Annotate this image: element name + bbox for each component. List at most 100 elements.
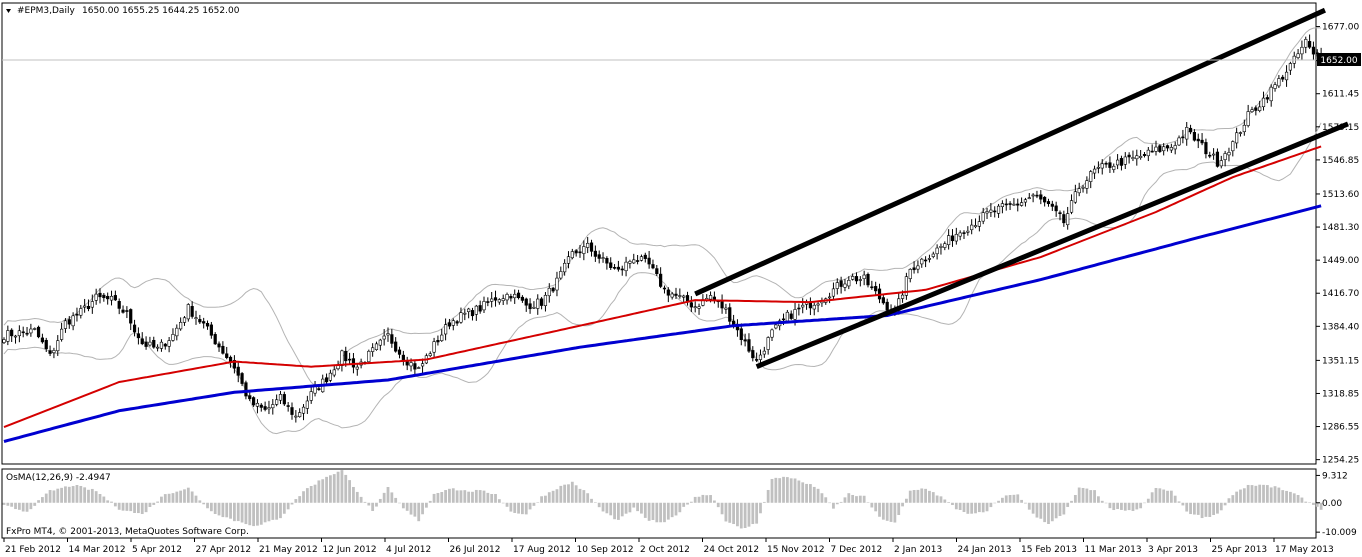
candle-body xyxy=(443,324,448,335)
osma-bar xyxy=(1024,502,1027,504)
osma-bar xyxy=(1043,502,1047,523)
candle-body xyxy=(739,328,743,341)
candle-body xyxy=(908,268,912,279)
candle-body xyxy=(635,260,640,262)
osma-bar xyxy=(144,502,148,513)
osma-bar xyxy=(83,487,87,503)
candle-body xyxy=(497,299,501,303)
osma-bar xyxy=(1073,494,1077,503)
candle-body xyxy=(632,259,636,264)
candle-body xyxy=(6,330,10,342)
osma-bar xyxy=(670,502,674,518)
price-tick-label: 1318.85 xyxy=(1322,389,1359,399)
osma-bar xyxy=(1001,497,1004,503)
candle-body xyxy=(1096,166,1100,169)
candle-body xyxy=(252,397,256,406)
osma-bar xyxy=(666,502,670,520)
osma-bar xyxy=(947,502,951,503)
candle-body xyxy=(881,297,885,304)
osma-bar xyxy=(428,500,432,503)
candle-body xyxy=(785,311,789,322)
candle-body xyxy=(758,354,763,360)
candle-body xyxy=(86,305,91,309)
osma-bar xyxy=(613,502,616,520)
candle-body xyxy=(1000,203,1004,207)
candle-body xyxy=(528,303,532,310)
candle-body xyxy=(232,360,237,369)
osma-bar xyxy=(29,502,33,510)
osma-bar xyxy=(993,502,997,504)
osma-bar xyxy=(521,502,524,515)
osma-bar xyxy=(931,492,935,503)
candle-body xyxy=(1077,188,1081,194)
copyright-text: FxPro MT4, © 2001-2013, MetaQuotes Softw… xyxy=(6,527,249,537)
osma-bar xyxy=(958,502,962,510)
osma-bar xyxy=(643,502,647,518)
candle-body xyxy=(1050,203,1054,207)
osma-bar xyxy=(363,501,367,503)
candle-body xyxy=(478,305,482,312)
candle-body xyxy=(474,305,478,315)
candle-body xyxy=(202,321,206,324)
osma-bar xyxy=(824,497,828,503)
osma-bar xyxy=(682,502,686,507)
candle-body xyxy=(436,340,440,343)
trend-channel xyxy=(694,7,1349,369)
osma-bar xyxy=(52,490,56,503)
chart-menu-triangle-icon[interactable] xyxy=(6,9,11,13)
candle-body xyxy=(920,258,924,265)
osma-bar xyxy=(375,502,378,507)
osma-bar xyxy=(1123,502,1127,511)
candle-body xyxy=(501,298,505,301)
osma-bar xyxy=(812,486,816,503)
osma-bar xyxy=(121,502,125,511)
osma-bar xyxy=(732,502,735,525)
candle-body xyxy=(958,232,962,237)
osma-bar xyxy=(386,487,390,503)
candle-body xyxy=(71,315,75,327)
candle-body xyxy=(628,261,632,264)
osma-bar xyxy=(17,502,21,510)
time-axis: 21 Feb 2012 14 Mar 2012 5 Apr 2012 27 Apr 2… xyxy=(3,538,1334,555)
candle-body xyxy=(263,406,267,410)
candle-body xyxy=(347,358,352,361)
osma-bar xyxy=(540,496,543,503)
candle-body xyxy=(1235,132,1239,144)
candle-body xyxy=(505,294,509,301)
candle-body xyxy=(1300,46,1304,55)
osma-bar xyxy=(981,502,985,513)
candle-body xyxy=(286,405,290,407)
time-tick-label: 11 Mar 2013 xyxy=(1085,545,1142,555)
candle-body xyxy=(1081,186,1085,189)
osma-bar xyxy=(1008,495,1012,503)
candle-body xyxy=(566,256,571,264)
candle-body xyxy=(781,318,786,321)
osma-bar xyxy=(739,502,743,529)
osma-bar xyxy=(1066,502,1070,507)
osma-bar xyxy=(835,502,839,505)
candle-body xyxy=(762,350,766,355)
osma-bar xyxy=(44,493,48,503)
candle-body xyxy=(186,304,190,320)
candle-body xyxy=(194,317,198,320)
candle-body xyxy=(459,312,463,323)
osma-bar xyxy=(693,496,697,503)
osma-bar xyxy=(601,502,605,512)
candle-body xyxy=(774,324,778,329)
osma-bar xyxy=(1262,484,1265,503)
osma-bar xyxy=(497,499,501,503)
osma-bar xyxy=(1289,491,1292,503)
osma-bar xyxy=(912,490,916,503)
price-tick-label: 1449.00 xyxy=(1322,256,1359,266)
osma-bar xyxy=(597,502,601,508)
candle-body xyxy=(102,294,106,299)
osma-bar xyxy=(359,496,363,503)
osma-bar xyxy=(321,479,325,503)
price-tick-label: 1416.70 xyxy=(1322,289,1359,299)
osma-bar xyxy=(167,493,171,503)
candle-body xyxy=(67,319,71,325)
candle-body xyxy=(1238,132,1243,134)
osma-bar xyxy=(67,486,71,503)
osma-bar xyxy=(313,484,317,503)
